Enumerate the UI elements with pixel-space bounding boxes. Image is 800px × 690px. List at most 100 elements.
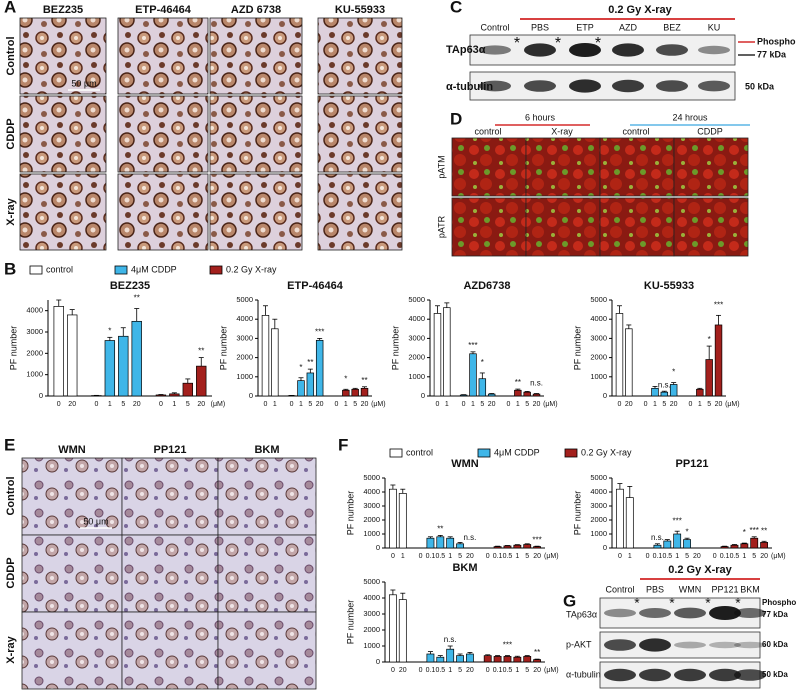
bar: [466, 653, 474, 663]
y-tick-label: 3000: [408, 333, 425, 342]
chart-title: AZD6738: [463, 280, 510, 292]
bar: [625, 497, 634, 549]
treatment-label: 0.2 Gy X-ray: [668, 564, 732, 576]
micrograph: [117, 173, 209, 251]
bar: [388, 594, 397, 663]
column-label: WMN: [58, 444, 86, 456]
legend-swatch: [389, 448, 403, 458]
x-tick-label: 20: [533, 553, 541, 560]
phospho-mark: *: [555, 35, 561, 52]
x-tick-label: 20: [488, 401, 496, 408]
x-tick-label: 5: [685, 553, 689, 560]
micrograph: [121, 534, 219, 613]
significance: **: [761, 526, 767, 535]
bar: [433, 313, 442, 397]
x-tick-label: 20: [466, 667, 474, 674]
phospho-mark: *: [735, 595, 741, 611]
lane-label: WMN: [679, 584, 702, 594]
blot-band: [604, 668, 636, 682]
y-axis-label: PF number: [218, 326, 228, 371]
significance: *: [299, 363, 302, 372]
micrograph: [121, 611, 219, 690]
blot-band: [674, 641, 706, 649]
marker-label: 77 kDa: [757, 49, 787, 59]
row-label: α-tubulin: [446, 81, 493, 93]
bar: [426, 653, 435, 663]
micrograph: [121, 457, 219, 536]
blot-band: [709, 641, 741, 649]
x-unit: (μM): [544, 667, 559, 674]
x-tick-label: 5: [707, 401, 711, 408]
x-tick-label: 20: [68, 401, 76, 408]
y-axis-label: PF number: [572, 491, 582, 536]
x-tick-label: 20: [133, 401, 141, 408]
blot: [469, 71, 736, 101]
micrograph: [19, 173, 107, 251]
lane-label: PBS: [646, 584, 664, 594]
x-tick-label: 0: [419, 553, 423, 560]
x-tick-label: 0: [646, 553, 650, 560]
significance: ***: [503, 641, 512, 650]
column-label: KU-55933: [335, 4, 385, 16]
bar: [398, 599, 407, 663]
x-tick-label: 5: [458, 553, 462, 560]
y-axis-label: PF number: [572, 326, 582, 371]
phospho-mark: *: [705, 595, 711, 611]
scale-bar-label: 50 μm: [83, 516, 108, 526]
y-tick-label: 3000: [26, 327, 43, 336]
marker-label: Phospho: [762, 598, 796, 607]
y-tick-label: 3000: [590, 501, 607, 510]
bar: [104, 340, 116, 397]
bar: [67, 314, 78, 397]
blot-band: [604, 608, 636, 618]
timepoint-label: 6 hours: [525, 112, 556, 122]
bar: [625, 328, 633, 397]
x-tick-label: 20: [715, 401, 723, 408]
x-tick-label: 0.5: [662, 553, 672, 560]
x-tick-label: 0: [618, 553, 622, 560]
x-tick-label: 5: [458, 667, 462, 674]
x-tick-label: 0: [264, 401, 268, 408]
blot-band: [479, 45, 511, 55]
x-tick-label: 1: [515, 553, 519, 560]
significance: *: [672, 368, 675, 377]
bar: [182, 382, 193, 397]
x-tick-label: 5: [752, 553, 756, 560]
chart-title: BEZ235: [110, 280, 150, 292]
bar: [469, 353, 477, 397]
significance: **: [134, 294, 140, 303]
x-unit: (μM): [771, 553, 786, 560]
x-tick-label: 0: [419, 667, 423, 674]
row-label: pATM: [436, 155, 446, 178]
x-tick-label: 0: [713, 553, 717, 560]
x-tick-label: 1: [108, 401, 112, 408]
legend-swatch: [564, 448, 578, 458]
phospho-mark: *: [634, 595, 640, 611]
y-axis-label: PF number: [345, 600, 355, 645]
x-tick-label: 0.5: [730, 553, 740, 560]
significance: ***: [750, 526, 759, 535]
x-unit: (μM): [371, 401, 386, 408]
x-tick-label: 0.5: [503, 667, 513, 674]
y-tick-label: 5000: [363, 577, 380, 586]
lane-label: ETP: [576, 22, 594, 32]
lane-label: AZD: [619, 22, 638, 32]
row-label: Control: [5, 36, 17, 75]
x-tick-label: 20: [670, 401, 678, 408]
x-tick-label: 0: [618, 401, 622, 408]
blot-band: [698, 80, 730, 92]
bar: [683, 539, 691, 549]
significance: **: [534, 648, 540, 657]
y-tick-label: 3000: [236, 333, 253, 342]
bar: [523, 544, 532, 549]
panel-label: C: [450, 0, 462, 16]
micrograph: [117, 17, 209, 95]
bar: [740, 543, 749, 549]
y-tick-label: 0: [39, 391, 43, 400]
x-tick-label: 0.5: [503, 553, 513, 560]
x-tick-label: 1: [273, 401, 277, 408]
blot-band: [524, 80, 556, 92]
bar: [513, 544, 522, 549]
blot-band: [639, 668, 671, 682]
bar: [426, 537, 435, 549]
